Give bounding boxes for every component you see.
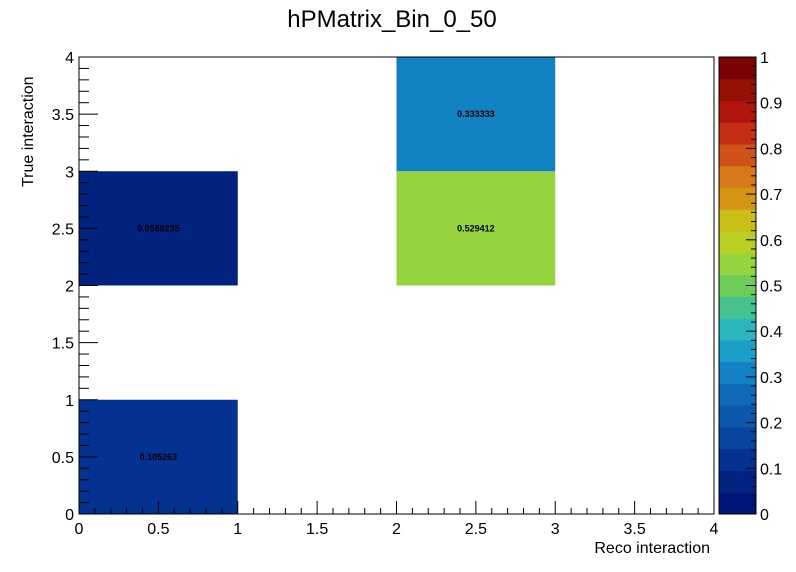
y-axis: 0 0.5 1 1.5 2 2.5 3 3.5 4	[52, 50, 98, 524]
z-tick-label: 0.7	[760, 187, 782, 204]
color-scale-swatch	[719, 187, 756, 210]
x-tick-label: 1	[233, 521, 242, 538]
heatmap-cell	[396, 171, 556, 286]
y-tick-label: 3	[65, 164, 74, 181]
y-tick-label: 0	[65, 507, 74, 524]
cell-value-label: 0.529412	[457, 223, 495, 233]
heatmap-cell	[79, 171, 238, 286]
color-scale-swatch	[719, 426, 756, 450]
z-tick-label: 0.8	[760, 141, 782, 158]
color-scale-swatch	[719, 448, 756, 471]
z-tick-label: 0	[760, 507, 769, 524]
z-tick-label: 0.5	[760, 279, 782, 296]
z-tick-label: 0.6	[760, 233, 782, 250]
heatmap-cell	[79, 399, 238, 514]
z-tick-label: 1	[760, 50, 769, 67]
color-scale-swatch	[719, 231, 756, 254]
color-scale-swatch	[719, 296, 756, 319]
z-tick-label: 0.1	[760, 461, 782, 478]
color-scale-swatch	[719, 122, 756, 145]
z-tick-label: 0.9	[760, 96, 782, 113]
cell-value-label: 0.105263	[140, 452, 178, 462]
z-tick-label: 0.4	[760, 324, 782, 341]
color-scale-swatch	[719, 361, 756, 384]
x-tick-label: 2	[392, 521, 401, 538]
color-scale-bar	[718, 56, 757, 515]
color-scale-swatch	[719, 144, 756, 167]
heatmap-cell	[396, 57, 556, 172]
x-tick-label: 1.5	[306, 521, 328, 538]
x-axis: 0 0.5 1 1.5 2 2.5 3 3.5 4	[75, 501, 719, 538]
color-scale-axis: 0 0.1 0.2 0.3 0.4 0.5 0.6 0.7 0.8 0.9 1	[746, 50, 782, 524]
x-tick-label: 0.5	[147, 521, 169, 538]
color-scale-swatch	[719, 318, 756, 341]
x-tick-label: 3.5	[624, 521, 646, 538]
z-tick-label: 0.2	[760, 416, 782, 433]
x-axis-title: Reco interaction	[594, 540, 710, 557]
y-tick-label: 1	[65, 393, 74, 410]
color-scale-swatch	[719, 405, 756, 428]
y-tick-label: 3.5	[52, 107, 74, 124]
color-scale-swatch	[719, 57, 756, 80]
color-scale-swatch	[719, 252, 756, 276]
y-tick-label: 4	[65, 50, 74, 67]
color-scale-swatch	[719, 383, 756, 406]
color-scale-swatch	[719, 165, 756, 189]
x-tick-label: 4	[710, 521, 719, 538]
x-tick-label: 3	[551, 521, 560, 538]
color-scale-swatch	[719, 492, 756, 515]
y-axis-title: True interaction	[20, 76, 37, 187]
cell-value-label: 0.0588235	[137, 223, 180, 233]
cell-value-label: 0.333333	[457, 109, 495, 119]
z-tick-label: 0.3	[760, 370, 782, 387]
heatmap-cells: 0.105263 0.0588235 0.529412 0.333333	[79, 57, 556, 514]
color-scale-swatch	[719, 470, 756, 493]
color-scale-swatch	[719, 78, 756, 102]
color-scale-swatch	[719, 100, 756, 123]
x-tick-label: 2.5	[465, 521, 487, 538]
y-tick-label: 2	[65, 279, 74, 296]
y-tick-label: 2.5	[52, 221, 74, 238]
y-tick-label: 0.5	[52, 450, 74, 467]
color-scale-swatch	[719, 274, 756, 297]
y-tick-label: 1.5	[52, 336, 74, 353]
color-scale-swatch	[719, 209, 756, 232]
color-scale-swatch	[719, 339, 756, 363]
chart-title: hPMatrix_Bin_0_50	[287, 6, 496, 33]
x-tick-label: 0	[75, 521, 84, 538]
